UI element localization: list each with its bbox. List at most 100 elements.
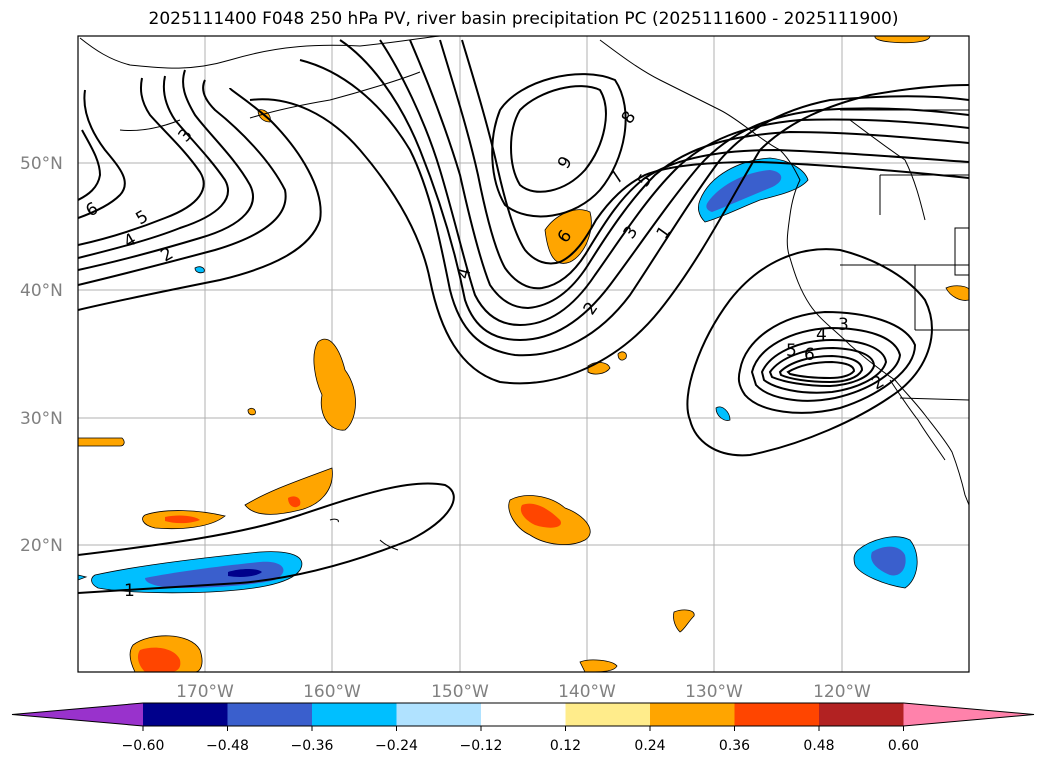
pv-contour-line (786, 360, 856, 380)
precip-blob (247, 407, 256, 416)
precip-blob (579, 659, 618, 672)
lon-label: 140°W (558, 682, 616, 702)
contour-label: 3 (175, 125, 197, 146)
pv-contour-line (78, 75, 229, 259)
pv-contour-line (78, 129, 102, 201)
lat-label: 40°N (20, 281, 63, 301)
colorbar-segment (650, 703, 735, 726)
contour-label: 3 (838, 315, 849, 335)
precip-blob (715, 406, 731, 421)
precip-blob (945, 285, 969, 301)
precip-shading (78, 36, 969, 672)
contour-label: 4 (121, 230, 140, 253)
contour-label: 8 (618, 108, 641, 128)
lat-label: 30°N (20, 409, 63, 429)
pv-contours (78, 39, 969, 594)
precip-blob (228, 569, 262, 577)
precip-blob (137, 647, 181, 672)
colorbar-segment (143, 703, 228, 726)
colorbar-tick-label: 0.60 (888, 738, 919, 754)
pv-contour-line (339, 39, 969, 342)
pv-contour-line (768, 346, 876, 388)
lon-label: 120°W (813, 682, 871, 702)
contour-label: 5 (133, 207, 152, 230)
lon-labels: 170°W 160°W 150°W 140°W 130°W 120°W (176, 682, 871, 702)
pv-contour-line (78, 77, 205, 246)
pv-contour-line (737, 310, 917, 414)
pv-contour-line (379, 39, 969, 327)
precip-blob (288, 496, 301, 508)
contour-label: 4 (816, 325, 827, 345)
pv-contour-line (78, 89, 126, 219)
lat-labels: 50°N 40°N 30°N 20°N (20, 154, 63, 556)
contour-label: 2 (158, 244, 177, 267)
precip-blob (617, 351, 627, 361)
pv-contour-line (461, 39, 969, 265)
contour-label: 6 (804, 345, 815, 365)
colorbar-tick-label: 0.12 (550, 738, 581, 754)
colorbar-tick-label: −0.12 (460, 738, 503, 754)
map-area: 3 6 5 4 2 9 8 7 5 3 1 6 4 2 3 4 5 6 2 1 (78, 36, 969, 672)
colorbar-segment (227, 703, 313, 726)
colorbar-tick-label: 0.48 (803, 738, 834, 754)
pv-contour-line (686, 248, 933, 457)
contour-label: 2 (869, 372, 888, 395)
precip-blob (673, 609, 695, 633)
pv-contour-line (78, 69, 254, 271)
colorbar-tick-label: −0.24 (375, 738, 418, 754)
precip-blob (244, 467, 333, 515)
contour-label: 5 (786, 341, 797, 361)
map-title: 2025111400 F048 250 hPa PV, river basin … (148, 9, 899, 29)
colorbar-segment (396, 703, 482, 726)
pv-contour-line (750, 326, 902, 402)
precip-blob (520, 503, 561, 528)
colorbar-tick-label: 0.24 (634, 738, 665, 754)
colorbar-segment (312, 703, 397, 726)
colorbar-tick-label: −0.48 (206, 738, 249, 754)
pv-contour-line (778, 354, 864, 384)
pv-contour-line (78, 87, 322, 311)
pv-contour-line (439, 39, 969, 290)
coastlines (79, 36, 969, 551)
contour-label: 9 (554, 153, 577, 172)
precip-blob (165, 515, 200, 524)
lon-label: 160°W (303, 682, 361, 702)
pv-contour-line (78, 79, 287, 286)
contour-label: 2 (580, 299, 603, 319)
precip-blob (194, 266, 205, 274)
lon-label: 170°W (176, 682, 234, 702)
colorbar: −0.60 −0.48 −0.36 −0.24 −0.12 0.12 0.24 0.36 0.4… (11, 702, 1035, 754)
pv-contour-line (409, 39, 969, 310)
contour-label: 4 (454, 266, 476, 282)
colorbar-tick-label: 0.36 (719, 738, 750, 754)
contour-label: 7 (606, 168, 629, 188)
precip-blob (706, 170, 782, 212)
lon-label: 130°W (685, 682, 743, 702)
precip-blob (78, 437, 125, 447)
colorbar-segment (819, 703, 904, 726)
lat-label: 50°N (20, 154, 63, 174)
precip-blob (587, 362, 611, 375)
precip-blob (78, 574, 88, 581)
pv-contour-line (78, 482, 455, 594)
pv-contour-line (249, 84, 969, 385)
precip-blob (871, 546, 906, 576)
pv-contour-line (760, 338, 888, 394)
colorbar-segment (481, 703, 566, 726)
colorbar-extend-high (903, 703, 1034, 726)
lat-label: 20°N (20, 536, 63, 556)
colorbar-tick-label: −0.36 (291, 738, 334, 754)
contour-label: 3 (620, 223, 643, 243)
colorbar-extend-low (12, 703, 143, 726)
precip-blob (874, 36, 931, 44)
precip-blob (313, 338, 356, 431)
colorbar-tick-label: −0.60 (122, 738, 165, 754)
map-frame (77, 35, 970, 673)
pv-contour-line (510, 85, 607, 193)
pv-contour-line (491, 73, 627, 218)
contour-label: 1 (653, 223, 676, 243)
colorbar-segment (734, 703, 820, 726)
colorbar-segment (565, 703, 651, 726)
lon-label: 150°W (431, 682, 489, 702)
